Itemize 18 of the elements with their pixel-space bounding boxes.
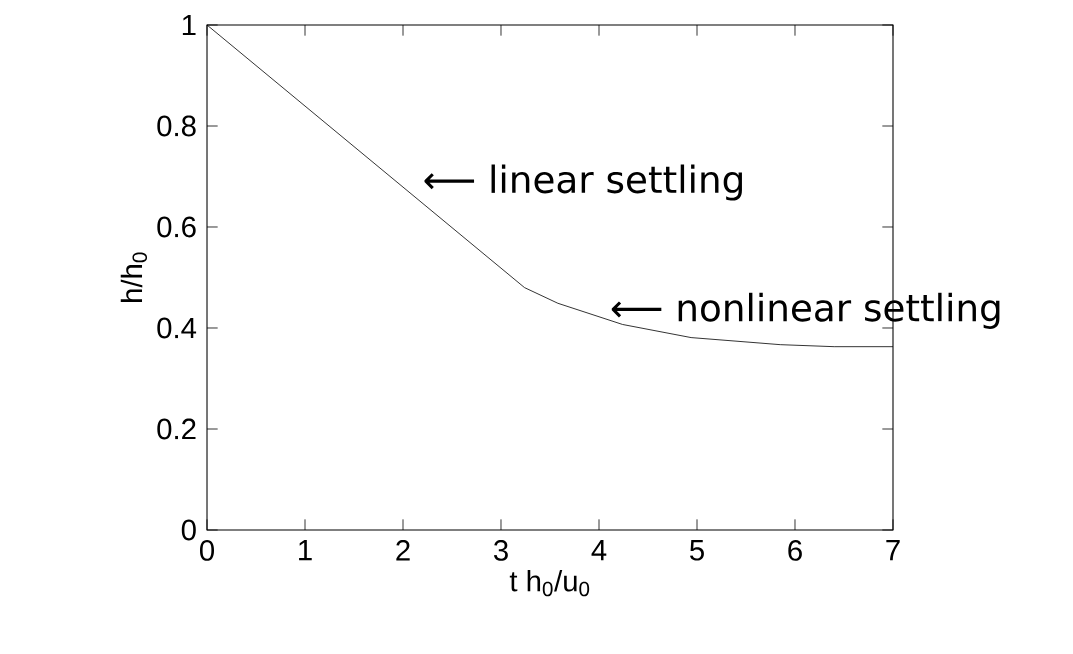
- x-tick-label: 3: [493, 540, 508, 561]
- y-tick-label: 0.2: [157, 418, 196, 440]
- annotation: ⟵ linear settling: [424, 164, 742, 201]
- x-tick-label: 5: [690, 540, 704, 561]
- y-tick-label: 0.4: [157, 317, 197, 339]
- x-tick-label: 0: [200, 540, 215, 561]
- x-tick-label: 6: [788, 540, 802, 561]
- y-tick-label: 1: [182, 14, 196, 36]
- x-tick-label: 4: [591, 540, 607, 561]
- x-tick-label: 7: [886, 540, 900, 561]
- x-tick-label: 2: [396, 540, 410, 561]
- y-tick-label: 0.6: [157, 216, 196, 238]
- y-tick-label: 0.8: [157, 115, 196, 137]
- x-tick-label: 1: [299, 540, 312, 561]
- x-axis-title: t h$_{0}$/u$_{0}$: [509, 569, 590, 597]
- annotation: ⟵ nonlinear settling: [611, 292, 1000, 329]
- y-tick-label: 0: [181, 519, 196, 541]
- y-axis-title: h/h$_{0}$: [120, 252, 148, 302]
